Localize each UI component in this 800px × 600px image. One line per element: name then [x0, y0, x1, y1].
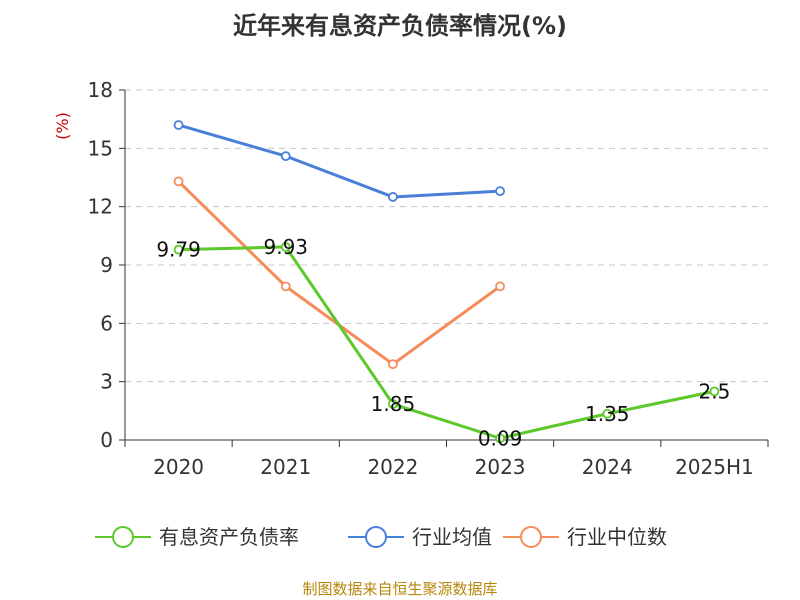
series-line [177, 180, 501, 366]
series-line [178, 123, 501, 199]
y-tick-label: 12 [88, 195, 113, 219]
y-tick-label: 9 [100, 253, 113, 277]
legend-label: 有息资产负债率 [159, 525, 299, 549]
x-tick-label: 2023 [475, 455, 526, 479]
legend-marker [365, 526, 387, 548]
y-tick-label: 3 [100, 370, 113, 394]
x-tick-label: 2025H1 [675, 455, 754, 479]
data-point [495, 281, 505, 292]
y-axis-unit-label: (%) [53, 112, 72, 140]
data-point [173, 244, 184, 255]
legend-marker [520, 526, 542, 548]
grid-layer [125, 89, 768, 383]
y-tick-label: 15 [88, 136, 113, 160]
data-label: 9.79 [156, 238, 201, 262]
data-label-layer: 9.79 9.93 1.85 0.09 1.35 2.5 [156, 235, 730, 450]
data-label: 0.09 [478, 426, 523, 450]
chart-title: 近年来有息资产负债率情况(%) [233, 12, 567, 40]
x-tick-label: 2020 [153, 455, 204, 479]
data-label: 2.5 [699, 379, 731, 403]
data-point [709, 386, 720, 397]
data-point [495, 186, 505, 197]
axis-layer: 0 3 6 9 12 15 18 2020 2021 2022 2023 2024 2025H1 [88, 78, 769, 479]
y-tick-label: 6 [100, 311, 113, 335]
series-line [178, 245, 715, 440]
source-note: 制图数据来自恒生聚源数据库 [302, 580, 497, 598]
x-tick-label: 2022 [367, 455, 418, 479]
data-label: 9.93 [263, 235, 308, 259]
data-point [280, 242, 291, 252]
data-point [388, 359, 398, 370]
data-point [280, 281, 291, 292]
y-tick-label: 0 [100, 428, 113, 452]
x-tick-label: 2024 [582, 455, 633, 479]
data-label: 1.85 [371, 392, 416, 416]
legend-marker [112, 526, 134, 548]
data-point [388, 399, 398, 409]
legend-label: 行业均值 [412, 525, 492, 549]
y-tick-label: 18 [88, 78, 113, 102]
data-point [173, 176, 184, 187]
data-point [495, 433, 505, 444]
legend-label: 行业中位数 [567, 525, 667, 549]
x-tick-label: 2021 [260, 455, 311, 479]
data-label: 1.35 [585, 402, 630, 426]
data-point [173, 120, 184, 130]
data-point [388, 192, 398, 202]
data-point [602, 408, 613, 419]
data-point [280, 151, 291, 162]
series-layer [173, 120, 720, 444]
legend: 有息资产负债率 行业均值 行业中位数 [95, 525, 667, 549]
